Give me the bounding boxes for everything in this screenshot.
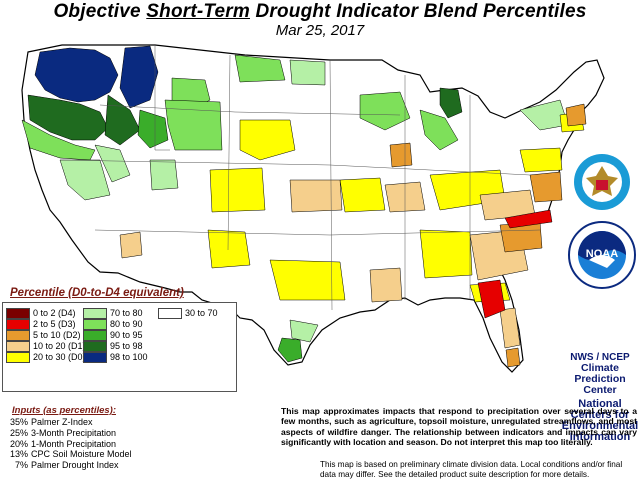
legend-box: 0 to 2 (D4) 2 to 5 (D3) 5 to 10 (D2) 10 … — [2, 302, 237, 392]
inputs-list: 35% Palmer Z-Index 25% 3-Month Precipitati… — [2, 417, 132, 471]
legend-swatch — [83, 308, 107, 320]
legend-swatch — [6, 308, 30, 320]
region-mi-80-90 — [419, 109, 459, 151]
legend-item: 0 to 2 (D4) — [6, 308, 76, 320]
legend-item: 80 to 90 — [83, 319, 143, 331]
map-note: This map is based on preliminary climate… — [320, 460, 623, 479]
region-ms-al-d0 — [419, 229, 473, 279]
input-row: 13% CPC Soil Moisture Model — [9, 449, 132, 460]
region-fl-keys-d2 — [505, 347, 521, 368]
region-mt-west-95-98 — [104, 94, 141, 146]
map-description: This map approximates impacts that respo… — [281, 406, 637, 448]
legend-swatch — [83, 352, 107, 364]
legend-swatch — [6, 352, 30, 364]
legend-item: 2 to 5 (D3) — [6, 319, 76, 331]
region-nc-d3 — [504, 209, 553, 229]
commerce-seal — [574, 154, 630, 210]
legend-item: 90 to 95 — [83, 330, 143, 342]
region-la-d1 — [369, 267, 403, 303]
legend-item: 70 to 80 — [83, 308, 143, 320]
region-idaho-98-100 — [119, 45, 159, 109]
legend-swatch — [83, 319, 107, 331]
svg-text:NOAA: NOAA — [586, 248, 618, 260]
inputs-title: Inputs (as percentiles): — [12, 405, 116, 416]
agency-line-2: Climate Prediction Center — [574, 362, 626, 396]
input-row: 25% 3-Month Precipitation — [9, 427, 117, 438]
region-wy-80-90 — [164, 99, 223, 151]
region-plains-d0 — [239, 119, 296, 161]
map-date: Mar 25, 2017 — [275, 22, 365, 39]
legend-swatch — [83, 330, 107, 342]
noaa-logo: NOAA — [568, 221, 636, 289]
legend-title: Percentile (D0-to-D4 equivalent) — [10, 287, 184, 299]
region-fl-d1 — [499, 307, 521, 349]
region-ks-d1 — [289, 179, 343, 213]
region-tx-south-70-80 — [289, 319, 319, 343]
region-tx-south-90-95 — [277, 337, 303, 363]
input-row: 35% Palmer Z-Index — [9, 417, 93, 427]
legend-item: 10 to 20 (D1) — [6, 341, 86, 353]
legend-swatch — [6, 341, 30, 353]
legend-swatch — [83, 341, 107, 353]
region-mi-95-98 — [439, 87, 463, 119]
region-az-d1 — [119, 231, 143, 259]
legend-item: 5 to 10 (D2) — [6, 330, 81, 342]
legend-swatch — [6, 330, 30, 342]
region-nw-80-90 — [21, 119, 96, 161]
map-title: Objective Short-Term Drought Indicator B… — [53, 1, 587, 22]
agency-line-1: NWS / NCEP — [570, 352, 630, 363]
region-ok-tx-d0 — [269, 259, 346, 301]
drought-map — [21, 44, 605, 373]
region-nv-70-80 — [59, 159, 111, 201]
region-nd-70-80 — [289, 59, 326, 86]
region-ma-d2 — [565, 103, 587, 127]
legend-swatch — [6, 319, 30, 331]
region-va-d2 — [529, 171, 563, 203]
region-pnw-98-100 — [34, 47, 119, 103]
legend-swatch — [158, 308, 182, 320]
legend-item: 30 to 70 — [158, 308, 218, 320]
region-fl-north-d3 — [477, 279, 506, 319]
region-il-d2 — [389, 142, 413, 168]
region-nw-90-95 — [137, 109, 169, 149]
region-ut-70-80 — [149, 159, 179, 191]
region-or-95-98 — [27, 94, 109, 141]
legend-item: 20 to 30 (D0) — [6, 352, 86, 364]
region-ks-d0 — [339, 177, 386, 213]
region-ca-70-80 — [94, 144, 131, 183]
input-row: 7% Palmer Drought Index — [14, 460, 119, 471]
region-pa-d0 — [519, 147, 563, 173]
region-nm-d0 — [207, 229, 251, 269]
state-lines — [59, 45, 541, 311]
agency-line-3: National Centers for Environmental Infor… — [561, 398, 639, 443]
region-mt-east-80-90 — [234, 54, 286, 83]
legend-item: 98 to 100 — [83, 352, 148, 364]
input-row: 20% 1-Month Precipitation — [9, 438, 117, 449]
legend-item: 95 to 98 — [83, 341, 143, 353]
region-co-d0 — [209, 167, 266, 213]
agency-block: NWS / NCEP Climate Prediction Center Nat… — [560, 352, 640, 443]
